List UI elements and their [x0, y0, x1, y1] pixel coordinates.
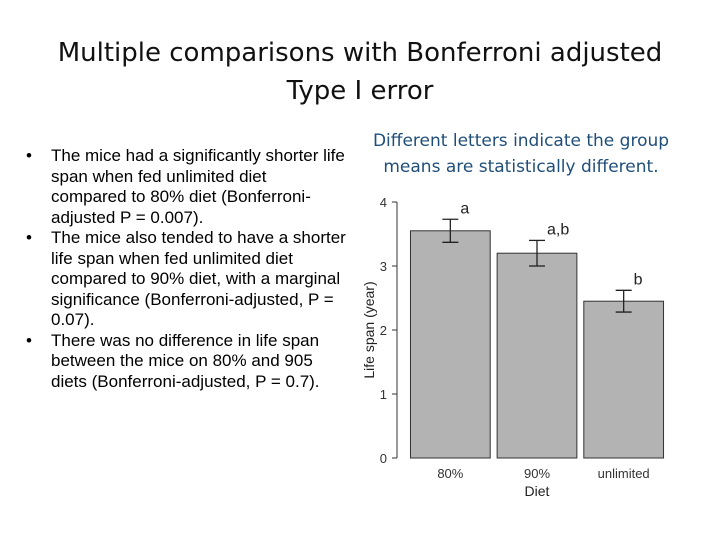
bullet-item-3: There was no difference in life span bet… — [26, 331, 346, 393]
bullet-item-1: The mice had a significantly shorter lif… — [26, 146, 346, 228]
group-letter-0: a — [460, 200, 469, 217]
note-line-2: means are statistically different. — [383, 157, 659, 177]
y-tick-label-2: 2 — [380, 323, 387, 338]
y-tick-label-0: 0 — [380, 451, 387, 466]
group-letter-2: b — [634, 271, 643, 288]
bar-2 — [583, 300, 665, 459]
bar-1 — [496, 252, 578, 459]
y-tick-label-1: 1 — [380, 387, 387, 402]
y-axis-label: Life span (year) — [361, 281, 377, 378]
bullet-list: The mice had a significantly shorter lif… — [26, 146, 346, 392]
y-tick-label-3: 3 — [380, 259, 387, 274]
significance-note: Different letters indicate the group mea… — [346, 128, 696, 180]
slide-title: Multiple comparisons with Bonferroni adj… — [20, 34, 700, 110]
bar-0 — [409, 230, 491, 459]
bullet-item-2: The mice also tended to have a shorter l… — [26, 228, 346, 331]
x-tick-label-1: 90% — [524, 466, 550, 481]
title-line-1: Multiple comparisons with Bonferroni adj… — [57, 38, 663, 68]
x-axis-label: Diet — [525, 483, 550, 499]
group-letter-1: a,b — [547, 221, 569, 238]
y-tick-label-4: 4 — [380, 195, 387, 210]
note-line-1: Different letters indicate the group — [372, 131, 670, 151]
bar-chart: 0 1 2 3 4 Life span (year) a 80% a,b 90% b unlimite… — [361, 195, 665, 499]
title-line-2: Type I error — [286, 76, 434, 106]
x-tick-label-0: 80% — [437, 466, 463, 481]
x-tick-label-2: unlimited — [598, 466, 650, 481]
